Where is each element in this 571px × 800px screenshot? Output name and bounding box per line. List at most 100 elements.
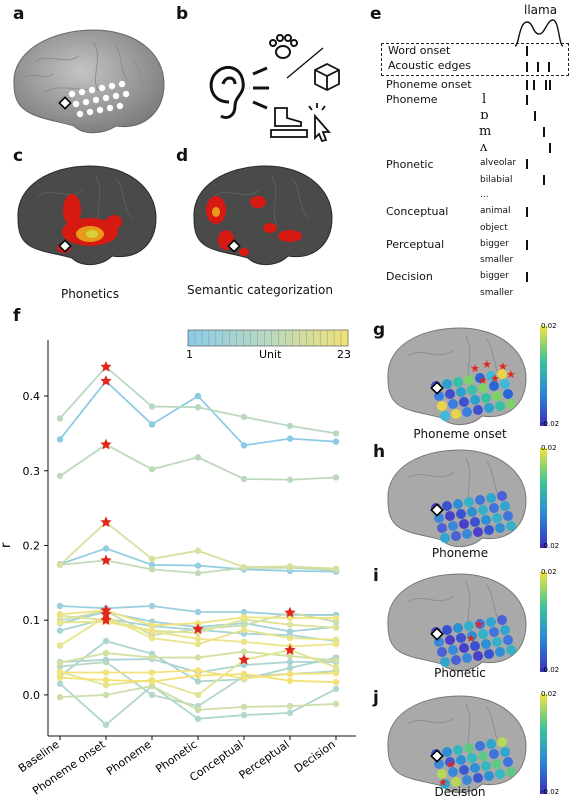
- panel-label-d: d: [176, 146, 189, 166]
- panel-label-f: f: [13, 306, 21, 326]
- cube-icon: [314, 62, 340, 92]
- electrode-dot: [437, 523, 447, 533]
- row-phoneme: Phoneme: [386, 93, 438, 106]
- electrode-dot: [440, 779, 450, 789]
- electrode-dot: [459, 397, 469, 407]
- data-point: [194, 619, 202, 627]
- electrode-dot: [497, 369, 507, 379]
- electrode-dot: [442, 501, 452, 511]
- data-point: [332, 636, 340, 643]
- electrode-dot: [462, 653, 472, 663]
- perceptual-item: bigger: [480, 239, 509, 249]
- data-point: [286, 621, 294, 628]
- data-point: [240, 675, 248, 682]
- data-point: [148, 561, 156, 569]
- significance-star: ★: [474, 618, 484, 631]
- electrode-dot: [448, 645, 458, 655]
- data-point: [194, 562, 202, 569]
- event-tick: [526, 207, 528, 217]
- electrode-dot: [456, 755, 466, 765]
- electrode-dot: [467, 385, 477, 395]
- data-point: [332, 657, 340, 664]
- electrode-dot: [470, 641, 480, 651]
- electrode-dot: [470, 763, 480, 773]
- data-point: [194, 678, 202, 685]
- reference-electrode-marker: [430, 627, 444, 641]
- data-point: [148, 682, 156, 690]
- paw-icon: [269, 34, 298, 59]
- event-tick: [549, 80, 551, 90]
- data-point: [148, 421, 156, 428]
- caption-semantic-categorization: Semantic categorization: [186, 283, 333, 297]
- electrode-dot: [451, 655, 461, 665]
- electrode-dot: [437, 647, 447, 657]
- data-point: [286, 476, 294, 483]
- electrode-dot: [486, 493, 496, 503]
- data-point: [332, 438, 340, 445]
- data-point: [240, 670, 248, 678]
- electrode-dot: [500, 379, 510, 389]
- series-line: [59, 379, 337, 447]
- panel-label-j: j: [373, 688, 379, 708]
- electrode-dot: [492, 637, 502, 647]
- significance-star: [100, 438, 112, 450]
- electrode-dot: [451, 777, 461, 787]
- panel-label-a: a: [13, 4, 25, 24]
- colorbar-title: Unit: [259, 348, 282, 361]
- event-tick: [533, 80, 535, 90]
- electrode-dot: [456, 387, 466, 397]
- electrode-dot: [470, 395, 480, 405]
- panel-label-i: i: [373, 566, 379, 586]
- perceptual-item: smaller: [480, 255, 514, 265]
- phoneme-symbol: ʌ: [480, 140, 488, 155]
- phoneme-symbol: l: [482, 92, 487, 107]
- electrode-dot: [481, 761, 491, 771]
- electrode-dot: [503, 389, 513, 399]
- significance-star: [100, 554, 112, 566]
- electrode-dot: [459, 643, 469, 653]
- data-point: [148, 602, 156, 610]
- y-tick-label: 0.4: [23, 390, 41, 403]
- electrode-dot: [484, 771, 494, 781]
- x-tick-label: Phoneme: [104, 738, 154, 778]
- data-point: [240, 711, 248, 719]
- data-point: [286, 563, 294, 570]
- electrode-dot: [492, 759, 502, 769]
- significance-star: ★: [482, 358, 492, 371]
- significance-star: [100, 375, 112, 386]
- electrode-dot: [456, 633, 466, 643]
- data-point: [194, 547, 202, 554]
- data-point: [148, 622, 156, 629]
- significance-star: [238, 653, 250, 665]
- electrode-dot: [475, 741, 485, 751]
- data-point: [240, 563, 248, 571]
- data-point: [56, 472, 64, 480]
- electrode-dot: [503, 635, 513, 645]
- electrode-dot: [492, 391, 502, 401]
- stimulus-icons: [209, 34, 340, 143]
- electrode-dot: [481, 639, 491, 649]
- electrode-dot: [489, 749, 499, 759]
- data-point: [194, 404, 202, 411]
- brain-map-decision: ★ ★ 0.02 -0.02: [387, 690, 559, 796]
- reference-electrode-marker: [430, 503, 444, 517]
- data-point: [240, 413, 248, 421]
- model-name: llama: [524, 3, 558, 17]
- electrode-dot: [464, 375, 474, 385]
- data-point: [194, 715, 202, 723]
- row-phoneme-onset: Phoneme onset: [386, 78, 472, 91]
- y-axis-label: r: [0, 542, 14, 548]
- data-point: [240, 442, 248, 449]
- electrode-dot: [470, 517, 480, 527]
- data-point: [56, 659, 64, 666]
- data-point: [56, 674, 64, 681]
- electrode-dot: [448, 399, 458, 409]
- electrode-dot: [495, 523, 505, 533]
- electrode-dot: [475, 619, 485, 629]
- brain-semantic-activation: [193, 165, 333, 265]
- panel-label-h: h: [373, 442, 386, 462]
- colorbar-max-label: 0.02: [541, 444, 557, 452]
- electrode-dot: [462, 407, 472, 417]
- data-point: [56, 561, 64, 569]
- conceptual-item: object: [480, 223, 508, 233]
